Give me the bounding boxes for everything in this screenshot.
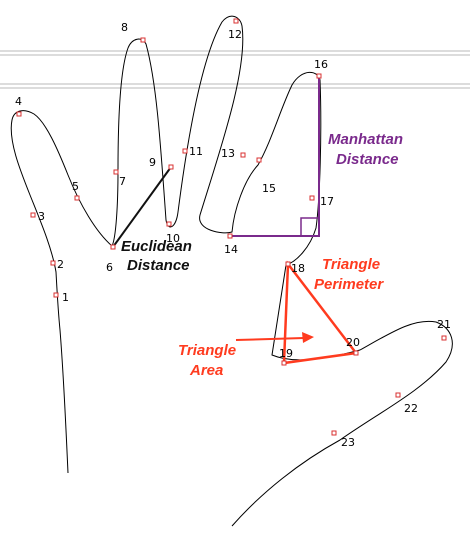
manhattan-line1: Manhattan: [328, 131, 403, 148]
landmark-label-6: 6: [106, 261, 113, 274]
landmark-label-18: 18: [291, 262, 305, 275]
landmark-marker-19: [281, 360, 287, 366]
euclidean-line: [112, 166, 172, 248]
landmark-label-11: 11: [189, 145, 203, 158]
landmark-markers: [16, 18, 447, 436]
triangle-perimeter-line2: Perimeter: [314, 276, 384, 293]
landmark-marker-18: [285, 261, 291, 267]
euclidean-annotation: Euclidean Distance: [121, 238, 196, 274]
landmark-marker-12: [233, 18, 239, 24]
triangle-area-annotation: Triangle Area: [178, 342, 240, 379]
landmark-label-21: 21: [437, 318, 451, 331]
landmark-label-10: 10: [166, 232, 180, 245]
manhattan-line2: Distance: [336, 151, 399, 168]
landmark-label-1: 1: [62, 291, 69, 304]
landmark-marker-5: [74, 195, 80, 201]
landmark-marker-10: [166, 221, 172, 227]
landmark-marker-8: [140, 37, 146, 43]
landmark-label-22: 22: [404, 402, 418, 415]
landmark-marker-9: [168, 164, 174, 170]
landmark-label-3: 3: [38, 210, 45, 223]
triangle-perimeter-line1: Triangle: [322, 256, 380, 273]
landmark-marker-13: [240, 152, 246, 158]
manhattan-polyline: [230, 76, 320, 237]
landmark-marker-4: [16, 111, 22, 117]
landmark-marker-16: [316, 73, 322, 79]
guide-lines: [0, 50, 470, 89]
euclidean-line2: Distance: [127, 257, 190, 274]
triangle-area-line2: Area: [189, 362, 223, 379]
landmark-marker-6: [110, 244, 116, 250]
hand-outline: [10, 15, 453, 527]
landmark-label-7: 7: [119, 175, 126, 188]
landmark-label-23: 23: [341, 436, 355, 449]
landmark-marker-14: [227, 233, 233, 239]
euclidean-line1: Euclidean: [121, 238, 192, 255]
landmark-label-20: 20: [346, 336, 360, 349]
landmark-marker-7: [113, 169, 119, 175]
landmark-marker-15: [256, 157, 262, 163]
landmark-label-13: 13: [221, 147, 235, 160]
landmark-marker-23: [331, 430, 337, 436]
landmark-label-19: 19: [279, 347, 293, 360]
landmark-label-9: 9: [149, 156, 156, 169]
landmark-marker-3: [30, 212, 36, 218]
landmark-label-16: 16: [314, 58, 328, 71]
landmark-label-12: 12: [228, 28, 242, 41]
triangle-area-arrow-head: [302, 332, 314, 343]
triangle-area-arrow-shaft: [235, 337, 305, 341]
manhattan-annotation: Manhattan Distance: [328, 131, 407, 168]
landmark-label-14: 14: [224, 243, 238, 256]
landmark-marker-11: [182, 148, 188, 154]
manhattan-path: [230, 76, 320, 237]
landmark-label-17: 17: [320, 195, 334, 208]
triangle-shape: [282, 260, 359, 365]
triangle-area-line1: Triangle: [178, 342, 236, 359]
landmark-marker-20: [353, 350, 359, 356]
landmark-label-15: 15: [262, 182, 276, 195]
landmark-label-8: 8: [121, 21, 128, 34]
manhattan-right-angle-mark: [300, 217, 319, 236]
landmark-marker-17: [309, 195, 315, 201]
landmark-marker-22: [395, 392, 401, 398]
landmark-marker-2: [50, 260, 56, 266]
landmark-marker-21: [441, 335, 447, 341]
landmark-label-4: 4: [15, 95, 22, 108]
landmark-marker-1: [53, 292, 59, 298]
landmark-label-5: 5: [72, 180, 79, 193]
triangle-area-arrow: [235, 332, 314, 343]
triangle-perimeter-annotation: Triangle Perimeter: [314, 256, 384, 293]
landmark-label-2: 2: [57, 258, 64, 271]
